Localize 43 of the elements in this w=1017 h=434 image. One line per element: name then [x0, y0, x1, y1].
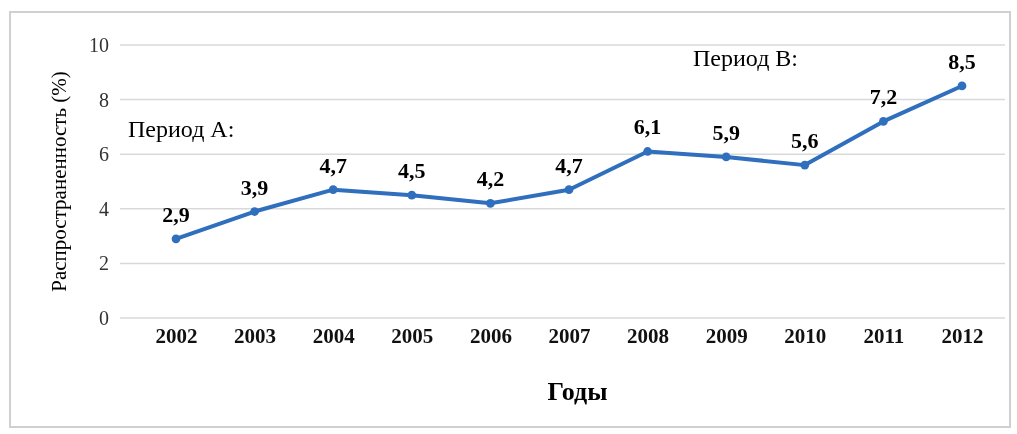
point	[800, 160, 810, 170]
data-label: 4,5	[398, 158, 426, 184]
point	[171, 234, 181, 244]
point	[328, 185, 338, 195]
x-tick-label: 2006	[469, 324, 512, 348]
y-axis-title: Распространенность (%)	[47, 71, 71, 292]
annotation: Период А:	[128, 116, 235, 142]
x-tick-label: 2002	[155, 324, 198, 348]
x-tick-label: 2007	[548, 324, 591, 348]
x-tick-label: 2004	[312, 324, 356, 348]
data-label: 5,9	[712, 119, 740, 145]
y-tick-label: 8	[99, 88, 109, 111]
x-tick-label: 2009	[705, 324, 748, 348]
y-tick-label: 4	[99, 197, 109, 220]
point	[486, 198, 495, 208]
y-tick-label: 0	[99, 306, 109, 329]
data-label: 4,7	[555, 152, 583, 178]
x-tick-label: 2010	[784, 324, 827, 348]
x-axis-title: Годы	[547, 377, 608, 406]
data-label: 5,6	[791, 128, 819, 154]
x-tick-label: 2011	[863, 324, 905, 348]
data-label: 7,2	[869, 84, 898, 110]
y-tick-label: 2	[99, 252, 109, 275]
data-label: 4,2	[476, 166, 505, 192]
point	[957, 81, 967, 91]
y-tick-label: 6	[99, 143, 109, 166]
point	[879, 117, 888, 126]
x-tick-label: 2012	[941, 324, 984, 348]
data-label: 2,9	[162, 201, 190, 227]
data-label: 4,7	[319, 152, 347, 178]
point	[564, 185, 574, 195]
y-tick-label: 10	[89, 33, 109, 56]
point	[250, 207, 259, 216]
data-label: 3,9	[240, 174, 269, 200]
x-tick-label: 2008	[627, 324, 670, 348]
x-tick-label: 2003	[234, 324, 277, 348]
data-label: 8,5	[948, 48, 976, 74]
point	[407, 190, 417, 200]
point	[721, 152, 731, 162]
x-tick-label: 2005	[391, 324, 434, 348]
point	[643, 147, 652, 156]
data-label: 6,1	[633, 114, 662, 140]
annotation: Период B:	[693, 45, 799, 71]
